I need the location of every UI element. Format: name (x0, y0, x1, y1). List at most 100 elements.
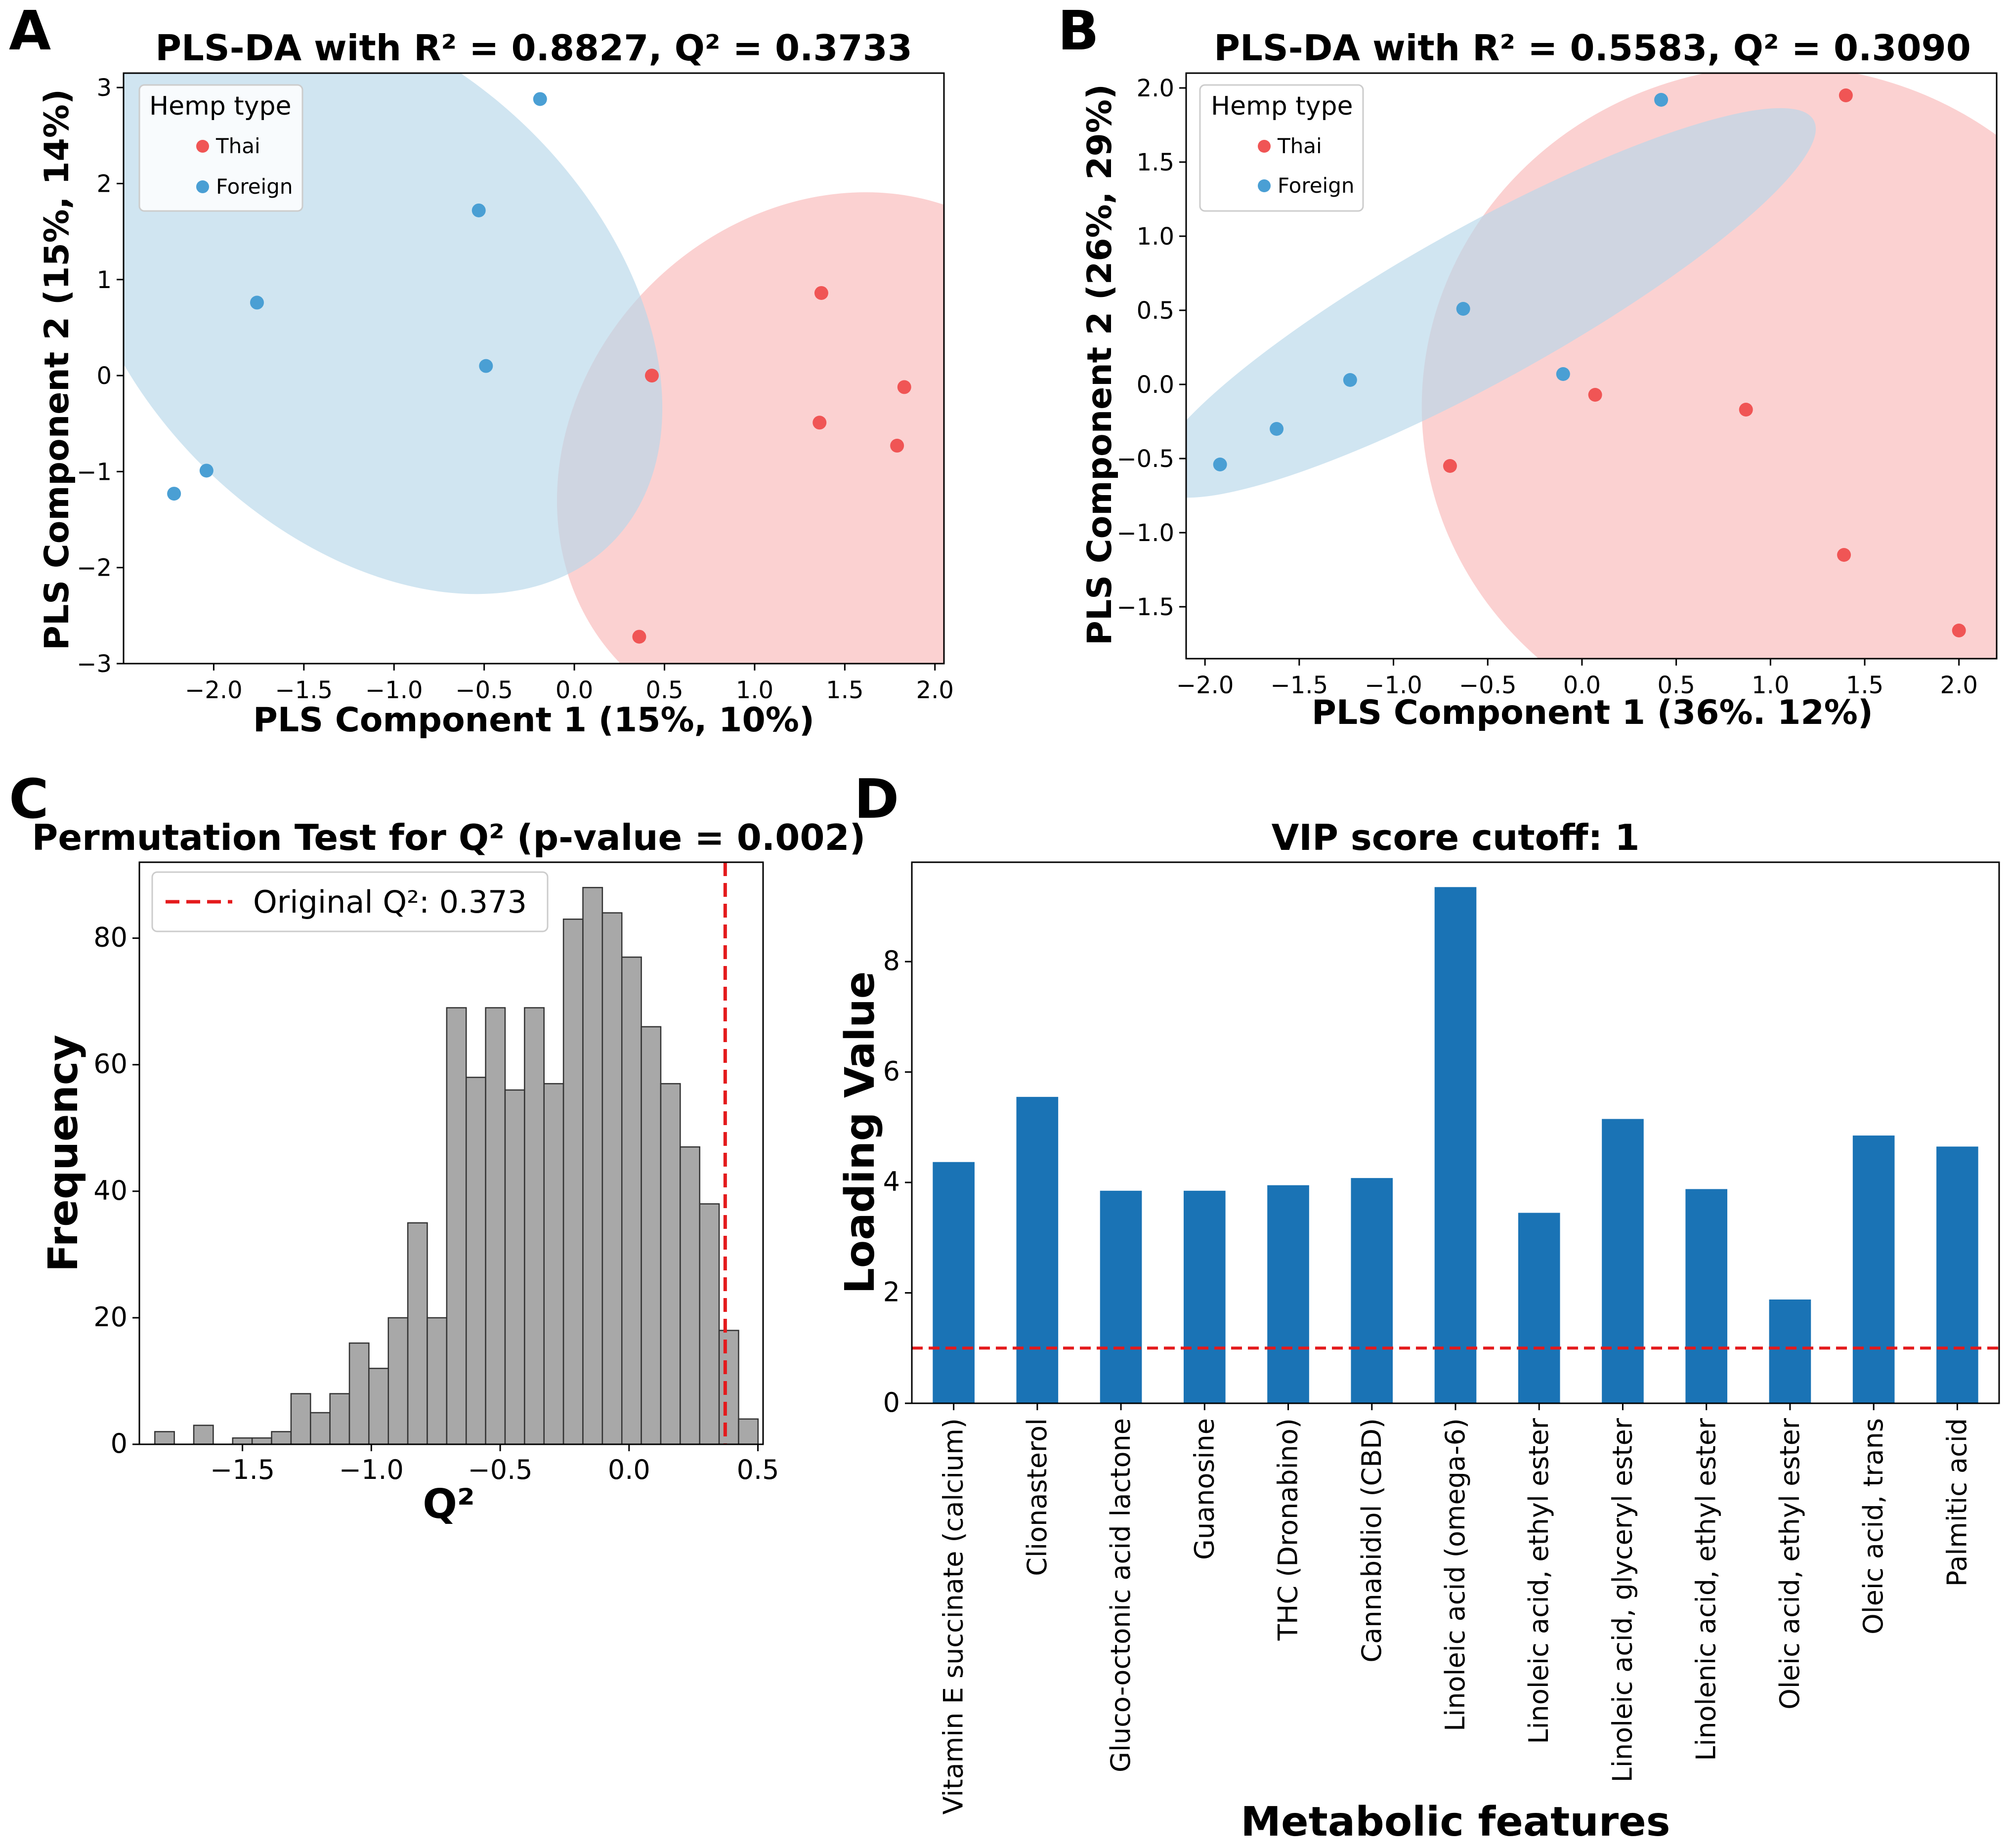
scatter-point-foreign (250, 295, 264, 310)
panel-b-frame (1185, 72, 1998, 660)
feature-label: Gluco-octonic acid lactone (1105, 1418, 1136, 1772)
scatter-point-foreign (471, 203, 486, 217)
panel-c-frame (138, 861, 764, 1445)
panel-b-legend-thai: Thai (1277, 134, 1322, 158)
panel-a-x-ticks: −2.0 −1.5 −1.0 −0.5 0.0 0.5 1.0 1.5 2.0 (185, 664, 954, 704)
y-tick-label: −3 (77, 650, 112, 678)
scatter-point-thai (813, 416, 827, 430)
feature-label: Guanosine (1189, 1418, 1220, 1560)
histogram-bar (271, 1431, 292, 1444)
y-tick-label: 20 (93, 1302, 128, 1333)
feature-label: Clionasterol (1022, 1418, 1053, 1576)
histogram-bar (485, 1007, 506, 1444)
panel-b-ellipses (1186, 73, 1997, 659)
vip-bar (1852, 1135, 1895, 1403)
x-tick-label: −1.5 (1271, 672, 1328, 699)
panel-a-xlabel: PLS Component 1 (15%, 10%) (253, 701, 814, 740)
panel-c-x-ticks: −1.5 −1.0 −0.5 0.0 0.5 (210, 1444, 779, 1485)
y-tick-label: 60 (93, 1049, 128, 1080)
y-tick-label: 1.5 (1137, 149, 1174, 176)
y-tick-label: 1 (96, 266, 112, 294)
scatter-point-foreign (1654, 93, 1668, 107)
histogram-bar (446, 1007, 467, 1444)
histogram-bar (387, 1317, 409, 1444)
panel-b-legend: Hemp type Thai Foreign (1199, 84, 1364, 212)
x-tick-label: −0.5 (468, 1454, 533, 1485)
panel-a-points (167, 92, 911, 644)
scatter-point-foreign (1456, 302, 1470, 316)
panel-b-ylabel: PLS Component 2 (26%, 29%) (1080, 84, 1119, 645)
scatter-point-thai (897, 380, 911, 394)
panel-c-histogram-bars (154, 886, 759, 1444)
y-tick-label: 0 (96, 362, 112, 390)
vip-bar (1184, 1190, 1226, 1403)
y-tick-label: 2 (883, 1277, 900, 1308)
x-tick-label: 0.0 (608, 1454, 650, 1485)
panel-d-plot-area (912, 887, 1999, 1403)
x-tick-label: −2.0 (1176, 672, 1234, 699)
scatter-point-foreign (167, 487, 181, 501)
x-tick-label: −0.5 (455, 676, 513, 704)
panel-b-points (1213, 88, 1966, 637)
panel-c: C Permutation Test for Q² (p-value = 0.0… (9, 767, 865, 1528)
feature-label: THC (Dronabino) (1273, 1418, 1304, 1641)
x-tick-label: −1.0 (339, 1454, 404, 1485)
histogram-bar (601, 912, 623, 1444)
panel-b-xlabel: PLS Component 1 (36%. 12%) (1312, 693, 1873, 732)
panel-b-legend-foreign-marker (1258, 179, 1271, 192)
y-tick-label: −0.5 (1116, 445, 1174, 473)
x-tick-label: −0.5 (1459, 672, 1517, 699)
x-tick-label: −1.5 (275, 676, 333, 704)
vip-bar (933, 1162, 975, 1403)
panel-b-title: PLS-DA with R² = 0.5583, Q² = 0.3090 (1214, 27, 1971, 69)
y-tick-label: 3 (96, 74, 112, 102)
x-tick-label: 1.0 (1752, 672, 1789, 699)
feature-label: Vitamin E succinate (calcium) (938, 1418, 969, 1814)
histogram-bar (699, 1203, 720, 1444)
y-tick-label: 1.0 (1137, 223, 1174, 251)
panel-a-title: PLS-DA with R² = 0.8827, Q² = 0.3733 (155, 27, 912, 69)
feature-label: Linoleic acid, ethyl ester (1523, 1418, 1554, 1744)
histogram-bar (329, 1393, 350, 1444)
vip-bar (1685, 1189, 1727, 1403)
y-tick-label: 0 (883, 1387, 900, 1418)
confidence-ellipse-thai (556, 192, 944, 664)
scatter-point-thai (1839, 88, 1853, 102)
scatter-point-thai (1837, 548, 1851, 562)
scatter-point-foreign (479, 359, 493, 373)
y-tick-label: 2 (96, 170, 112, 198)
scatter-point-foreign (1556, 367, 1570, 381)
vip-bar (1016, 1096, 1059, 1403)
vip-bar (1351, 1178, 1393, 1403)
y-tick-label: 6 (883, 1056, 900, 1087)
vip-bar (1602, 1119, 1644, 1403)
x-tick-label: 1.5 (1846, 672, 1883, 699)
vip-bar (1267, 1185, 1309, 1403)
histogram-bar (348, 1342, 370, 1444)
histogram-bar (582, 886, 603, 1444)
y-tick-label: 40 (93, 1175, 128, 1206)
panel-b: B PLS-DA with R² = 0.5583, Q² = 0.3090 −… (1058, 0, 1998, 732)
x-tick-label: 0.5 (1657, 672, 1695, 699)
panel-c-plot-area (154, 862, 759, 1444)
feature-label: Linoleic acid (omega-6) (1440, 1418, 1471, 1731)
y-tick-label: 80 (93, 922, 128, 953)
panel-c-y-ticks: 0 20 40 60 80 (93, 922, 139, 1459)
x-tick-label: 2.0 (916, 676, 954, 704)
panel-a-legend-foreign: Foreign (216, 174, 293, 199)
panel-d-x-ticks: Vitamin E succinate (calcium) Clionastero… (938, 1403, 1972, 1814)
histogram-bar (621, 956, 642, 1444)
panel-label-c: C (9, 767, 49, 831)
histogram-bar (193, 1425, 214, 1444)
panel-a-legend-title: Hemp type (149, 91, 291, 121)
scatter-point-thai (1443, 459, 1457, 473)
panel-c-xlabel: Q² (423, 1481, 475, 1528)
panel-a-legend-thai: Thai (215, 134, 260, 158)
panel-d: D VIP score cutoff: 1 Vitamin E succinat… (837, 767, 2000, 1846)
panel-b-legend-thai-marker (1258, 140, 1271, 153)
panel-b-plot-area (1186, 73, 1997, 659)
y-tick-label: 4 (883, 1166, 900, 1197)
x-tick-label: 1.5 (826, 676, 863, 704)
y-tick-label: −1 (77, 458, 112, 486)
